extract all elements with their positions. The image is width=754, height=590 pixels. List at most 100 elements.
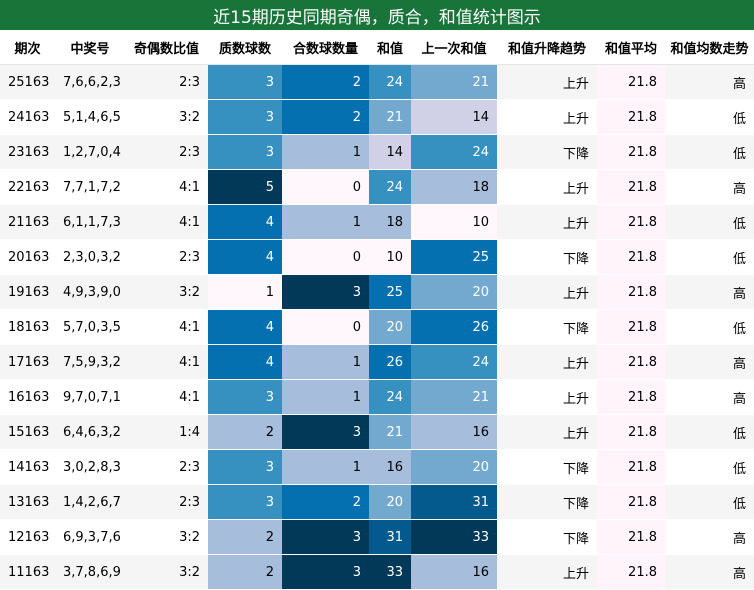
issue-cell: 16163	[0, 379, 55, 415]
avg-trend-cell: 低	[665, 134, 754, 170]
trend-cell: 下降	[497, 134, 597, 170]
table-row: 17163 7,5,9,3,2 4:1 4 1 26 24 上升 21.8 高	[0, 344, 754, 380]
avg-cell: 21.8	[597, 64, 665, 100]
odd-even-cell: 3:2	[125, 554, 208, 590]
trend-cell: 上升	[497, 379, 597, 415]
prev-sum-cell: 25	[411, 239, 497, 275]
trend-cell: 上升	[497, 554, 597, 590]
sum-cell: 24	[369, 64, 411, 100]
avg-cell: 21.8	[597, 554, 665, 590]
prime-count-cell: 3	[208, 449, 282, 485]
avg-trend-cell: 低	[665, 414, 754, 450]
composite-count-cell: 3	[282, 554, 369, 590]
sum-cell: 31	[369, 519, 411, 555]
col-header-avg: 和值平均	[597, 30, 665, 65]
composite-count-cell: 3	[282, 274, 369, 310]
composite-count-cell: 2	[282, 484, 369, 520]
table-row: 20163 2,3,0,3,2 2:3 4 0 10 25 下降 21.8 低	[0, 239, 754, 275]
prime-count-cell: 4	[208, 344, 282, 380]
issue-cell: 19163	[0, 274, 55, 310]
issue-cell: 20163	[0, 239, 55, 275]
avg-cell: 21.8	[597, 379, 665, 415]
sum-cell: 26	[369, 344, 411, 380]
composite-count-cell: 0	[282, 169, 369, 205]
prime-count-cell: 3	[208, 64, 282, 100]
issue-cell: 18163	[0, 309, 55, 345]
prev-sum-cell: 26	[411, 309, 497, 345]
prime-count-cell: 2	[208, 519, 282, 555]
avg-cell: 21.8	[597, 134, 665, 170]
avg-trend-cell: 高	[665, 274, 754, 310]
numbers-cell: 4,9,3,9,0	[55, 274, 125, 310]
numbers-cell: 6,4,6,3,2	[55, 414, 125, 450]
odd-even-cell: 2:3	[125, 484, 208, 520]
composite-count-cell: 1	[282, 344, 369, 380]
composite-count-cell: 1	[282, 449, 369, 485]
composite-count-cell: 2	[282, 99, 369, 135]
odd-even-cell: 2:3	[125, 239, 208, 275]
prev-sum-cell: 31	[411, 484, 497, 520]
table-row: 12163 6,9,3,7,6 3:2 2 3 31 33 下降 21.8 高	[0, 519, 754, 555]
avg-cell: 21.8	[597, 239, 665, 275]
sum-cell: 20	[369, 484, 411, 520]
table-row: 24163 5,1,4,6,5 3:2 3 2 21 14 上升 21.8 低	[0, 99, 754, 135]
table-title: 近15期历史同期奇偶，质合，和值统计图示	[0, 0, 754, 31]
odd-even-cell: 4:1	[125, 204, 208, 240]
prime-count-cell: 1	[208, 274, 282, 310]
avg-trend-cell: 高	[665, 554, 754, 590]
prev-sum-cell: 21	[411, 379, 497, 415]
numbers-cell: 5,1,4,6,5	[55, 99, 125, 135]
col-header-numbers: 中奖号	[55, 30, 125, 65]
prime-count-cell: 3	[208, 379, 282, 415]
odd-even-cell: 3:2	[125, 519, 208, 555]
prime-count-cell: 4	[208, 239, 282, 275]
issue-cell: 11163	[0, 554, 55, 590]
prev-sum-cell: 20	[411, 449, 497, 485]
numbers-cell: 7,5,9,3,2	[55, 344, 125, 380]
prime-count-cell: 2	[208, 554, 282, 590]
table-row: 23163 1,2,7,0,4 2:3 3 1 14 24 下降 21.8 低	[0, 134, 754, 170]
table-row: 13163 1,4,2,6,7 2:3 3 2 20 31 下降 21.8 低	[0, 484, 754, 520]
table-row: 25163 7,6,6,2,3 2:3 3 2 24 21 上升 21.8 高	[0, 64, 754, 100]
odd-even-cell: 4:1	[125, 309, 208, 345]
avg-cell: 21.8	[597, 519, 665, 555]
prime-count-cell: 4	[208, 309, 282, 345]
composite-count-cell: 0	[282, 239, 369, 275]
issue-cell: 15163	[0, 414, 55, 450]
avg-trend-cell: 高	[665, 519, 754, 555]
odd-even-cell: 3:2	[125, 99, 208, 135]
avg-cell: 21.8	[597, 169, 665, 205]
trend-cell: 下降	[497, 239, 597, 275]
avg-trend-cell: 高	[665, 169, 754, 205]
trend-cell: 上升	[497, 64, 597, 100]
sum-cell: 33	[369, 554, 411, 590]
trend-cell: 上升	[497, 204, 597, 240]
avg-trend-cell: 高	[665, 64, 754, 100]
avg-cell: 21.8	[597, 484, 665, 520]
trend-cell: 下降	[497, 309, 597, 345]
sum-cell: 18	[369, 204, 411, 240]
trend-cell: 上升	[497, 169, 597, 205]
composite-count-cell: 3	[282, 414, 369, 450]
numbers-cell: 3,0,2,8,3	[55, 449, 125, 485]
avg-cell: 21.8	[597, 309, 665, 345]
issue-cell: 23163	[0, 134, 55, 170]
col-header-issue: 期次	[0, 30, 55, 65]
prime-count-cell: 2	[208, 414, 282, 450]
avg-trend-cell: 高	[665, 344, 754, 380]
composite-count-cell: 2	[282, 64, 369, 100]
sum-cell: 16	[369, 449, 411, 485]
sum-cell: 20	[369, 309, 411, 345]
avg-trend-cell: 低	[665, 99, 754, 135]
trend-cell: 上升	[497, 414, 597, 450]
avg-cell: 21.8	[597, 99, 665, 135]
table-row: 18163 5,7,0,3,5 4:1 4 0 20 26 下降 21.8 低	[0, 309, 754, 345]
numbers-cell: 1,2,7,0,4	[55, 134, 125, 170]
odd-even-cell: 1:4	[125, 414, 208, 450]
issue-cell: 24163	[0, 99, 55, 135]
col-header-trend: 和值升降趋势	[497, 30, 597, 65]
odd-even-cell: 4:1	[125, 379, 208, 415]
sum-cell: 24	[369, 379, 411, 415]
prev-sum-cell: 18	[411, 169, 497, 205]
table-row: 21163 6,1,1,7,3 4:1 4 1 18 10 上升 21.8 低	[0, 204, 754, 240]
